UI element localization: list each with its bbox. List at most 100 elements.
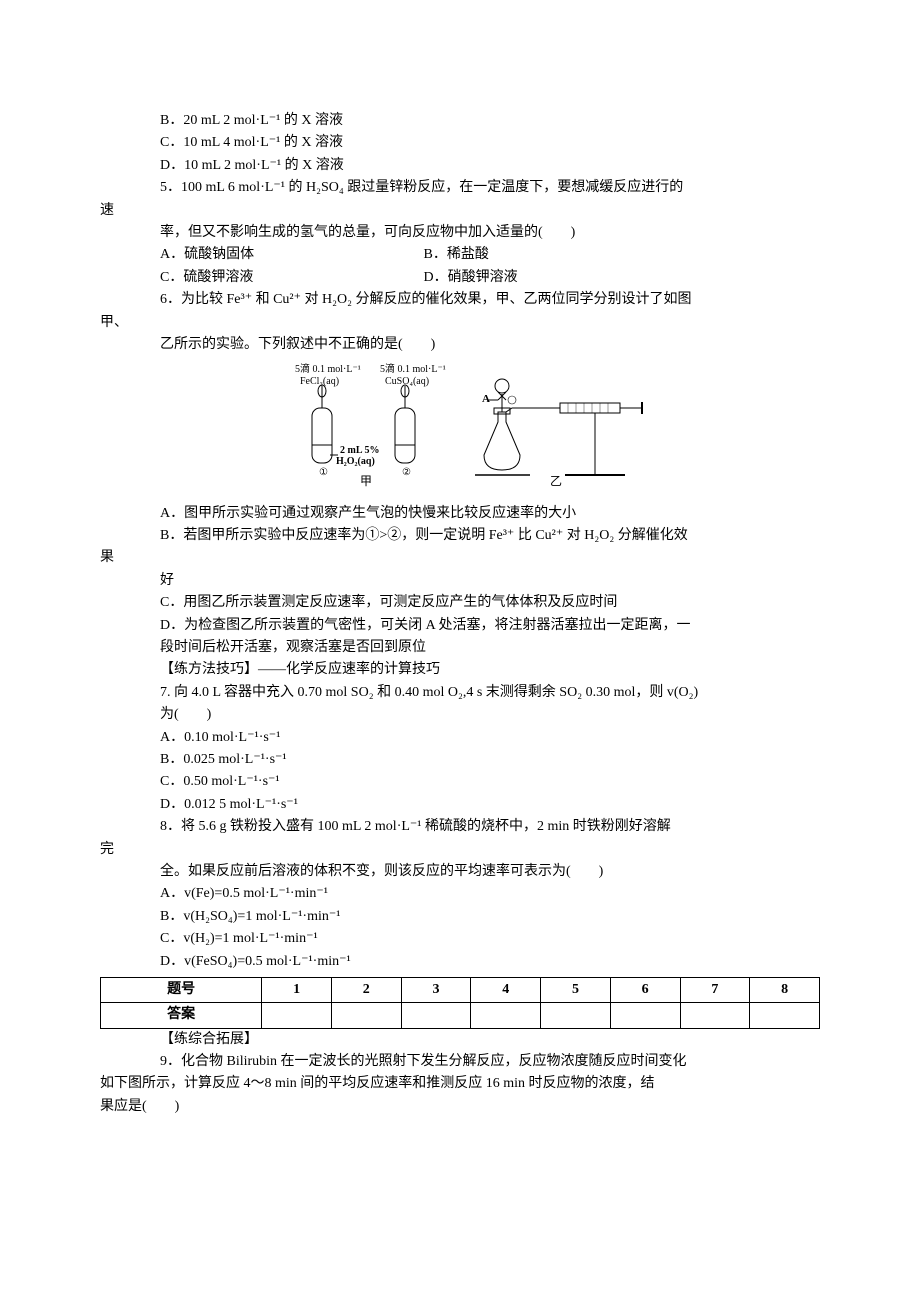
col-3: 3 [401,977,471,1002]
question-6-line1-tail: 甲、 [100,312,820,334]
answer-table: 题号 1 2 3 4 5 6 7 8 答案 [100,977,820,1029]
question-5-line1-tail: 速 [100,200,820,222]
text: 果应是( ) [100,1099,179,1114]
q6-option-d-2: 段时间后松开活塞，观察活塞是否回到原位 [160,637,820,659]
table-header-row: 题号 1 2 3 4 5 6 7 8 [101,977,820,1002]
text: 为( ) [160,707,211,722]
col-1: 1 [262,977,332,1002]
option-c: C．10 mL 4 mol·L⁻¹ 的 X 溶液 [160,132,820,154]
answer-cell-7 [680,1003,750,1028]
text: 【练方法技巧】——化学反应速率的计算技巧 [160,662,440,677]
question-9-line2: 如下图所示，计算反应 4～8 min 间的平均反应速率和推测反应 16 min … [100,1073,820,1095]
table-answer-row: 答案 [101,1003,820,1028]
text: C．0.50 mol·L⁻¹·s⁻¹ [160,774,280,789]
q8-option-c: C．v(H₂)=1 mol·L⁻¹·min⁻¹ [160,928,820,950]
text: A．图甲所示实验可通过观察产生气泡的快慢来比较反应速率的大小 [160,506,576,521]
text: B．0.025 mol·L⁻¹·s⁻¹ [160,752,287,767]
question-7-line2: 为( ) [160,704,820,726]
text: B．20 mL 2 mol·L⁻¹ 的 X 溶液 [160,113,343,128]
q6-option-c: C．用图乙所示装置测定反应速率，可测定反应产生的气体体积及反应时间 [160,592,820,614]
text: 5．100 mL 6 mol·L⁻¹ 的 H₂SO₄ 跟过量锌粉反应，在一定温度… [160,180,683,195]
q6-option-d-1: D．为检查图乙所示装置的气密性，可关闭 A 处活塞，将注射器活塞拉出一定距离，一 [160,615,820,637]
text: 如下图所示，计算反应 4～8 min 间的平均反应速率和推测反应 16 min … [100,1076,655,1091]
text: D．0.012 5 mol·L⁻¹·s⁻¹ [160,797,298,812]
option-d: D．硝酸钾溶液 [424,267,518,289]
text: A．0.10 mol·L⁻¹·s⁻¹ [160,730,280,745]
q8-option-a: A．v(Fe)=0.5 mol·L⁻¹·min⁻¹ [160,883,820,905]
question-6-line2: 乙所示的实验。下列叙述中不正确的是( ) [160,334,820,356]
text: 好 [160,573,174,588]
q7-option-a: A．0.10 mol·L⁻¹·s⁻¹ [160,727,820,749]
q7-option-d: D．0.012 5 mol·L⁻¹·s⁻¹ [160,794,820,816]
col-2: 2 [331,977,401,1002]
text: 果 [100,550,114,565]
question-7-line1: 7. 向 4.0 L 容器中充入 0.70 mol SO₂ 和 0.40 mol… [160,682,820,704]
section-heading: 【练方法技巧】——化学反应速率的计算技巧 [160,659,820,681]
answer-cell-1 [262,1003,332,1028]
question-5-line2: 率，但又不影响生成的氢气的总量，可向反应物中加入适量的( ) [160,222,820,244]
q6-option-b-2: 果 [100,547,820,569]
text: 段时间后松开活塞，观察活塞是否回到原位 [160,640,426,655]
q7-option-c: C．0.50 mol·L⁻¹·s⁻¹ [160,771,820,793]
col-5: 5 [541,977,611,1002]
caption-right: 乙 [550,474,562,488]
dropper2-top: 5滴 0.1 mol·L⁻¹ [380,362,446,375]
answer-cell-4 [471,1003,541,1028]
tube-label2: H₂O₂(aq) [336,456,375,467]
text: 9．化合物 Bilirubin 在一定波长的光照射下发生分解反应，反应物浓度随反… [160,1054,687,1069]
option-b: B．20 mL 2 mol·L⁻¹ 的 X 溶液 [160,110,820,132]
label-a: A [482,393,490,405]
option-a: A．硫酸钠固体 [160,244,420,266]
text: C．10 mL 4 mol·L⁻¹ 的 X 溶液 [160,135,343,150]
text: 乙所示的实验。下列叙述中不正确的是( ) [160,337,435,352]
text: B．若图甲所示实验中反应速率为①>②，则一定说明 Fe³⁺ 比 Cu²⁺ 对 H… [160,528,688,543]
figure-6: 5滴 0.1 mol·L⁻¹ FeCl₃(aq) 5滴 0.1 mol·L⁻¹ … [100,360,820,498]
option-d: D．10 mL 2 mol·L⁻¹ 的 X 溶液 [160,155,820,177]
tube1-num: ① [319,467,328,478]
text: 甲、 [100,315,128,330]
question-9-line1: 9．化合物 Bilirubin 在一定波长的光照射下发生分解反应，反应物浓度随反… [160,1051,820,1073]
text: D．v(FeSO₄)=0.5 mol·L⁻¹·min⁻¹ [160,954,351,969]
q8-option-d: D．v(FeSO₄)=0.5 mol·L⁻¹·min⁻¹ [160,951,820,973]
text: 速 [100,203,114,218]
text: A．v(Fe)=0.5 mol·L⁻¹·min⁻¹ [160,886,328,901]
text: C．v(H₂)=1 mol·L⁻¹·min⁻¹ [160,931,318,946]
question-6-line1: 6．为比较 Fe³⁺ 和 Cu²⁺ 对 H₂O₂ 分解反应的催化效果，甲、乙两位… [160,289,820,311]
text: 6．为比较 Fe³⁺ 和 Cu²⁺ 对 H₂O₂ 分解反应的催化效果，甲、乙两位… [160,292,692,307]
answer-cell-6 [610,1003,680,1028]
answer-cell-3 [401,1003,471,1028]
text: 全。如果反应前后溶液的体积不变，则该反应的平均速率可表示为( ) [160,864,603,879]
col-8: 8 [750,977,820,1002]
q6-option-b-3: 好 [160,570,820,592]
text: B．v(H₂SO₄)=1 mol·L⁻¹·min⁻¹ [160,909,340,924]
text: C．用图乙所示装置测定反应速率，可测定反应产生的气体体积及反应时间 [160,595,617,610]
option-b: B．稀盐酸 [424,244,489,266]
text: D．10 mL 2 mol·L⁻¹ 的 X 溶液 [160,158,344,173]
q7-option-b: B．0.025 mol·L⁻¹·s⁻¹ [160,749,820,771]
question-5-line1: 5．100 mL 6 mol·L⁻¹ 的 H₂SO₄ 跟过量锌粉反应，在一定温度… [160,177,820,199]
col-7: 7 [680,977,750,1002]
q8-option-b: B．v(H₂SO₄)=1 mol·L⁻¹·min⁻¹ [160,906,820,928]
tube2-num: ② [402,467,411,478]
question-8-line2: 全。如果反应前后溶液的体积不变，则该反应的平均速率可表示为( ) [160,861,820,883]
dropper1-mid: FeCl₃(aq) [300,376,339,387]
answer-cell-2 [331,1003,401,1028]
q6-option-a: A．图甲所示实验可通过观察产生气泡的快慢来比较反应速率的大小 [160,503,820,525]
answer-label: 答案 [101,1003,262,1028]
text: D．为检查图乙所示装置的气密性，可关闭 A 处活塞，将注射器活塞拉出一定距离，一 [160,618,690,633]
header-label: 题号 [101,977,262,1002]
section-heading-2: 【练综合拓展】 [160,1029,820,1051]
col-4: 4 [471,977,541,1002]
question-8-line1-tail: 完 [100,839,820,861]
q6-option-b-1: B．若图甲所示实验中反应速率为①>②，则一定说明 Fe³⁺ 比 Cu²⁺ 对 H… [160,525,820,547]
text: 完 [100,842,114,857]
text: 8．将 5.6 g 铁粉投入盛有 100 mL 2 mol·L⁻¹ 稀硫酸的烧杯… [160,819,671,834]
option-c: C．硫酸钾溶液 [160,267,420,289]
q5-options-row2: C．硫酸钾溶液 D．硝酸钾溶液 [160,267,820,289]
answer-cell-8 [750,1003,820,1028]
text: 【练综合拓展】 [160,1032,258,1047]
tube-label1: 2 mL 5% [340,445,379,456]
text: 率，但又不影响生成的氢气的总量，可向反应物中加入适量的( ) [160,225,575,240]
question-9-line3: 果应是( ) [100,1096,820,1118]
dropper1-top: 5滴 0.1 mol·L⁻¹ [295,362,361,375]
